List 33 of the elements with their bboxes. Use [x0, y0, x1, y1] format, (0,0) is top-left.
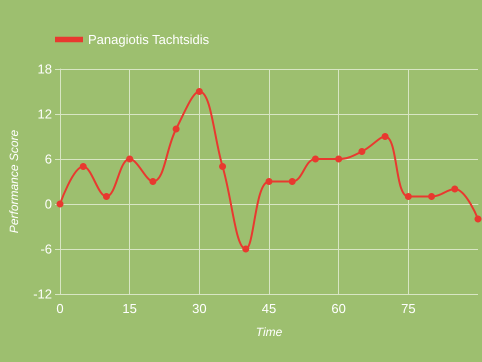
x-axis-title: Time	[256, 325, 283, 339]
point	[428, 193, 436, 200]
point	[451, 186, 458, 192]
x-tick-label: 30	[192, 301, 207, 316]
point	[266, 178, 272, 185]
point	[242, 246, 250, 252]
x-tick-label: 15	[122, 301, 137, 316]
point	[312, 156, 319, 162]
legend-label: Panagiotis Tachtsidis	[88, 32, 210, 47]
x-tick-label: 0	[56, 301, 64, 316]
point	[358, 148, 366, 155]
y-tick-label: 12	[38, 106, 52, 122]
point	[102, 193, 110, 200]
point	[80, 163, 87, 170]
point	[149, 178, 156, 185]
y-tick-label: -12	[33, 286, 52, 302]
point	[126, 156, 134, 162]
point	[474, 216, 482, 222]
y-axis-title: Performance Score	[7, 129, 21, 234]
y-tick-label: 18	[38, 62, 52, 76]
point	[288, 178, 296, 185]
y-tick-label: -6	[40, 242, 52, 256]
y-tick-label: 0	[44, 196, 52, 212]
point	[196, 88, 203, 95]
x-tick-label: 60	[331, 301, 346, 316]
x-tick-label: 45	[262, 301, 276, 316]
point	[219, 163, 226, 170]
point	[382, 133, 389, 140]
point	[404, 193, 412, 200]
point	[335, 156, 342, 162]
y-tick-label: 6	[44, 152, 52, 166]
point	[172, 126, 180, 132]
x-tick-label: 75	[401, 301, 416, 316]
